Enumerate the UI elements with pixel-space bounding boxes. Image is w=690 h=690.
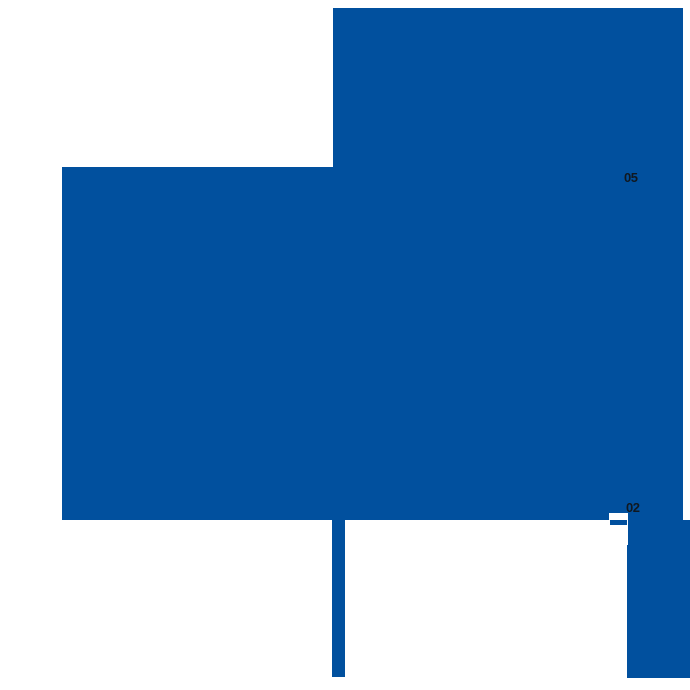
blue-right-column-block	[627, 520, 690, 678]
blue-right-tab-block	[610, 520, 627, 525]
lower-glyph-label: 02	[626, 500, 640, 515]
blue-top-block	[333, 8, 683, 168]
blue-main-block	[62, 167, 683, 520]
upper-glyph-label: 05	[624, 170, 638, 185]
blue-stem-block	[332, 520, 345, 677]
white-notch-carve	[609, 513, 628, 545]
